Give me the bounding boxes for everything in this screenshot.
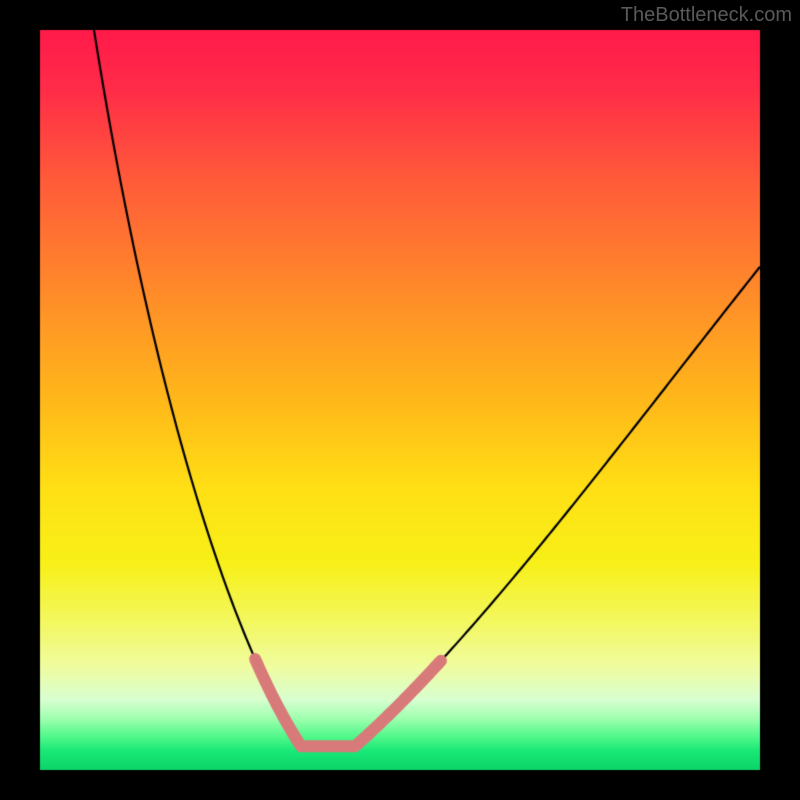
watermark-text: TheBottleneck.com xyxy=(621,4,792,27)
chart-root: TheBottleneck.com xyxy=(0,0,800,800)
bottleneck-chart-canvas xyxy=(0,0,800,800)
